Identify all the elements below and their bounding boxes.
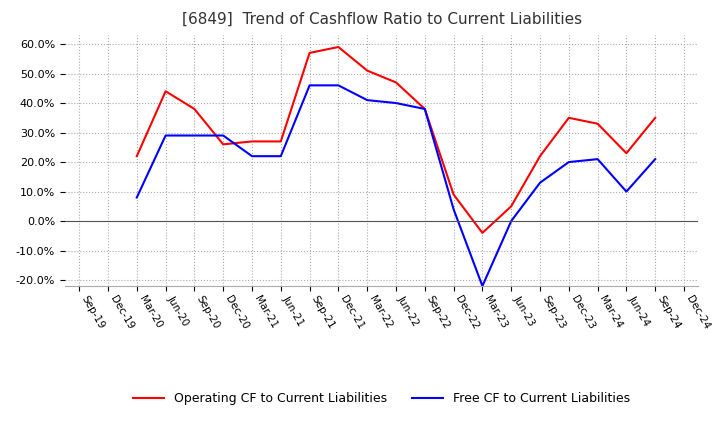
- Operating CF to Current Liabilities: [334, 44, 343, 50]
- Operating CF to Current Liabilities: [564, 115, 573, 121]
- Free CF to Current Liabilities: [449, 207, 458, 212]
- Operating CF to Current Liabilities: [536, 154, 544, 159]
- Free CF to Current Liabilities: [507, 218, 516, 224]
- Free CF to Current Liabilities: [478, 283, 487, 289]
- Operating CF to Current Liabilities: [219, 142, 228, 147]
- Operating CF to Current Liabilities: [248, 139, 256, 144]
- Free CF to Current Liabilities: [276, 154, 285, 159]
- Free CF to Current Liabilities: [593, 157, 602, 162]
- Operating CF to Current Liabilities: [161, 88, 170, 94]
- Free CF to Current Liabilities: [420, 106, 429, 112]
- Legend: Operating CF to Current Liabilities, Free CF to Current Liabilities: Operating CF to Current Liabilities, Fre…: [127, 387, 636, 410]
- Free CF to Current Liabilities: [190, 133, 199, 138]
- Free CF to Current Liabilities: [305, 83, 314, 88]
- Operating CF to Current Liabilities: [75, 195, 84, 200]
- Operating CF to Current Liabilities: [276, 139, 285, 144]
- Free CF to Current Liabilities: [622, 189, 631, 194]
- Operating CF to Current Liabilities: [305, 50, 314, 55]
- Free CF to Current Liabilities: [334, 83, 343, 88]
- Free CF to Current Liabilities: [651, 157, 660, 162]
- Operating CF to Current Liabilities: [651, 115, 660, 121]
- Operating CF to Current Liabilities: [622, 150, 631, 156]
- Operating CF to Current Liabilities: [478, 230, 487, 235]
- Operating CF to Current Liabilities: [420, 106, 429, 112]
- Free CF to Current Liabilities: [363, 98, 372, 103]
- Free CF to Current Liabilities: [161, 133, 170, 138]
- Line: Operating CF to Current Liabilities: Operating CF to Current Liabilities: [79, 47, 655, 233]
- Free CF to Current Liabilities: [132, 195, 141, 200]
- Title: [6849]  Trend of Cashflow Ratio to Current Liabilities: [6849] Trend of Cashflow Ratio to Curren…: [181, 12, 582, 27]
- Operating CF to Current Liabilities: [449, 192, 458, 197]
- Operating CF to Current Liabilities: [132, 154, 141, 159]
- Free CF to Current Liabilities: [248, 154, 256, 159]
- Operating CF to Current Liabilities: [392, 80, 400, 85]
- Free CF to Current Liabilities: [536, 180, 544, 185]
- Free CF to Current Liabilities: [564, 159, 573, 165]
- Free CF to Current Liabilities: [219, 133, 228, 138]
- Operating CF to Current Liabilities: [593, 121, 602, 126]
- Operating CF to Current Liabilities: [507, 204, 516, 209]
- Line: Free CF to Current Liabilities: Free CF to Current Liabilities: [79, 85, 655, 286]
- Free CF to Current Liabilities: [392, 100, 400, 106]
- Free CF to Current Liabilities: [75, 236, 84, 242]
- Operating CF to Current Liabilities: [363, 68, 372, 73]
- Operating CF to Current Liabilities: [190, 106, 199, 112]
